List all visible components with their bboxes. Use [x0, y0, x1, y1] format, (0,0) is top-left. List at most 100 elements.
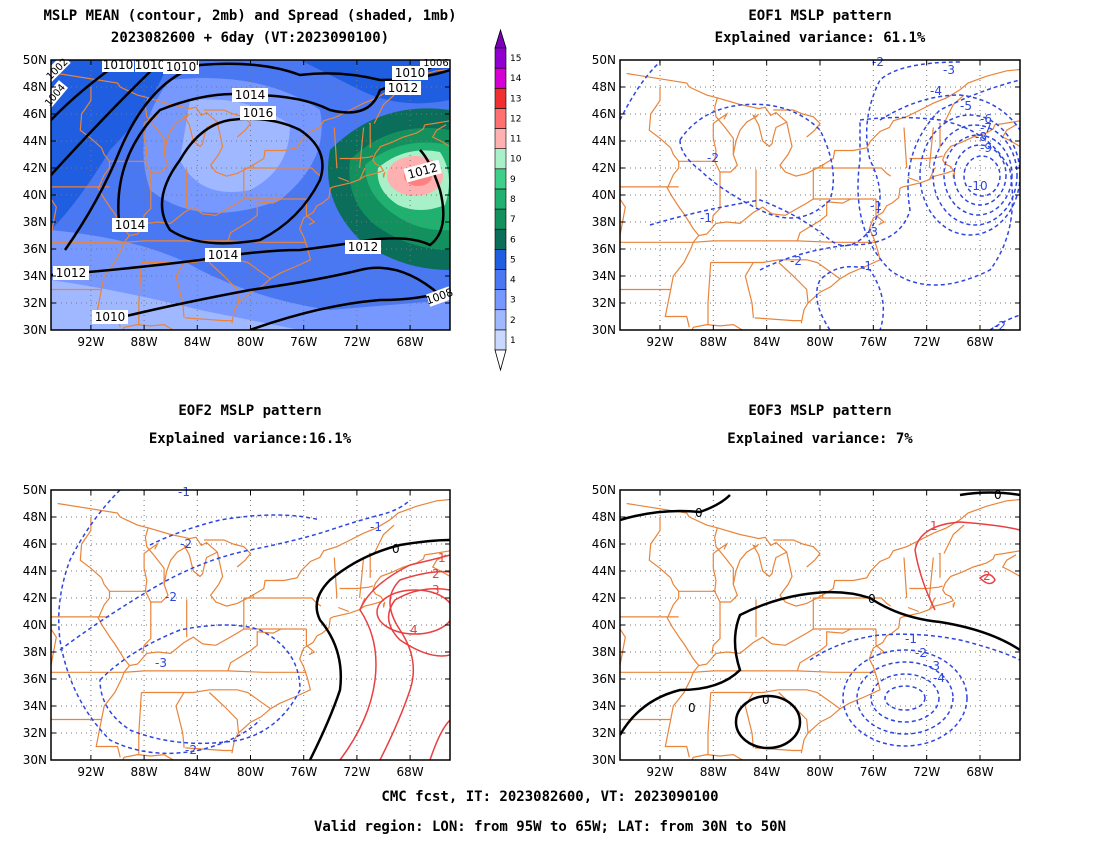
coastline-border	[338, 176, 350, 183]
lat-tick-label: 46N	[23, 537, 47, 551]
eof3-label: 0	[762, 693, 770, 707]
coastline-border	[424, 120, 450, 126]
contour-label-text: 1014	[115, 218, 146, 232]
contour-label: 1010	[102, 58, 134, 72]
colorbar-swatch	[494, 47, 507, 69]
eof3-label: 1	[930, 519, 938, 533]
contour-label: 1014	[205, 248, 241, 262]
colorbar-swatch	[494, 208, 507, 230]
eof2-label: -2	[165, 590, 177, 604]
contour-label: 1006	[420, 56, 450, 69]
lon-tick-label: 88W	[700, 765, 727, 779]
eof3-label: -3	[928, 659, 940, 673]
coastline-border	[796, 628, 851, 672]
axis-ticks-eof1: 92W 88W 84W 80W 76W 72W 68W 30N 32N 34N 36N 38N 40N 4…	[592, 53, 1020, 349]
lat-tick-label: 30N	[592, 753, 616, 767]
colorbar-label: 6	[510, 235, 516, 245]
lat-tick-label: 38N	[23, 215, 47, 229]
coastlines-mean	[51, 68, 450, 330]
coastline-border	[95, 719, 121, 758]
coastline-border	[938, 122, 941, 148]
lat-tick-label: 42N	[592, 591, 616, 605]
eof3-label: -2	[915, 646, 927, 660]
coastline-border	[227, 628, 282, 672]
lat-tick-label: 34N	[592, 699, 616, 713]
eof1-label: -9	[980, 141, 992, 155]
coastline-border	[903, 127, 908, 169]
lon-tick-label: 92W	[77, 765, 104, 779]
coastline-border	[253, 597, 322, 607]
lon-tick-label: 88W	[131, 765, 158, 779]
coastline-border	[938, 552, 941, 578]
lon-tick-label: 68W	[966, 335, 993, 349]
contour-label: 1012	[53, 266, 89, 280]
lat-tick-label: 42N	[23, 591, 47, 605]
panel-eof2: -1 -2 -2 -3 -2 0 1 2 3 4 -1 92W 88W 84W 80W…	[23, 483, 451, 779]
coastline-border	[943, 524, 965, 554]
coastlines-eof1	[620, 68, 1020, 330]
coastline-border	[333, 557, 338, 599]
colorbar-swatch	[494, 108, 507, 129]
coastline-border	[87, 517, 92, 535]
panel-title-eof2: EOF2 MSLP pattern Explained variance:16.…	[50, 403, 450, 447]
eof1-label: -3	[943, 63, 955, 77]
eof1-label: -1	[870, 199, 882, 213]
eof2-label: -1	[370, 520, 382, 534]
eof2-label: -2	[185, 743, 197, 757]
lon-tick-label: 68W	[966, 765, 993, 779]
panel-title-eof3-line1: EOF3 MSLP pattern	[748, 403, 892, 419]
lon-tick-label: 80W	[806, 335, 833, 349]
eof1-label: -8	[975, 130, 987, 144]
lat-tick-label: 40N	[592, 618, 616, 632]
colorbar-swatch	[494, 188, 507, 210]
colorbar-label: 11	[510, 135, 521, 145]
eof1-label: -3	[866, 225, 878, 239]
axis-ticks-mean: 92W 88W 84W 80W 76W 72W 68W 30N 32N 34N 36N 38N 40N 4…	[23, 53, 450, 349]
contour-label-text: 1010	[103, 58, 134, 72]
coastline-border	[626, 72, 690, 88]
lon-tick-label: 84W	[184, 335, 211, 349]
eof3-label: 0	[994, 488, 1002, 502]
colorbar-label: 13	[510, 94, 521, 104]
colorbar-label: 2	[510, 316, 516, 326]
coastline-border	[368, 122, 371, 148]
colorbar-label: 10	[510, 155, 522, 165]
coastline-border	[204, 539, 252, 568]
contour-label-text: 1014	[208, 248, 239, 262]
eof1-label: -2	[707, 151, 719, 165]
lat-tick-label: 44N	[592, 564, 616, 578]
eof3-neg-contours	[809, 633, 1020, 747]
coastline-border	[182, 544, 218, 578]
footer-line1: CMC fcst, IT: 2023082600, VT: 2023090100	[381, 789, 719, 805]
eof2-label: -2	[180, 537, 192, 551]
lat-tick-label: 44N	[592, 134, 616, 148]
axis-ticks-eof3: 92W 88W 84W 80W 76W 72W 68W 30N 32N 34N 36N 38N 40N 4…	[592, 483, 1020, 779]
panel-eof1: -2 -3 -4 -5 -6 -7 -8 -9 -10 -1 -2 -1 -2 …	[592, 53, 1021, 349]
lon-tick-label: 80W	[237, 335, 264, 349]
coastline-border	[51, 670, 307, 673]
colorbar-max-arrow	[494, 28, 507, 49]
coastline-border	[175, 692, 185, 748]
coastline-border	[752, 114, 787, 148]
coastline-border	[822, 597, 892, 607]
eof2-neg-contours	[58, 490, 411, 755]
coastline-border	[339, 585, 374, 590]
coastline-border	[778, 262, 809, 304]
eof1-label: -6	[980, 112, 992, 126]
lat-tick-label: 50N	[23, 53, 47, 67]
contour-label-text: 1012	[388, 81, 419, 95]
coastline-border	[712, 527, 738, 603]
coastline-border	[667, 577, 680, 618]
coastline-border	[339, 155, 374, 160]
lat-tick-label: 30N	[592, 323, 616, 337]
lat-tick-label: 44N	[23, 564, 47, 578]
coastline-border	[382, 601, 386, 608]
coastline-border	[51, 197, 57, 243]
coastline-border	[208, 692, 240, 734]
colorbar-swatch	[494, 249, 507, 270]
eof2-labels: -1 -2 -2 -3 -2 0 1 2 3 4 -1	[155, 485, 446, 757]
contour-label-text: 1010	[166, 60, 197, 74]
colorbar-swatch	[494, 228, 507, 250]
coastline-border	[227, 198, 282, 242]
